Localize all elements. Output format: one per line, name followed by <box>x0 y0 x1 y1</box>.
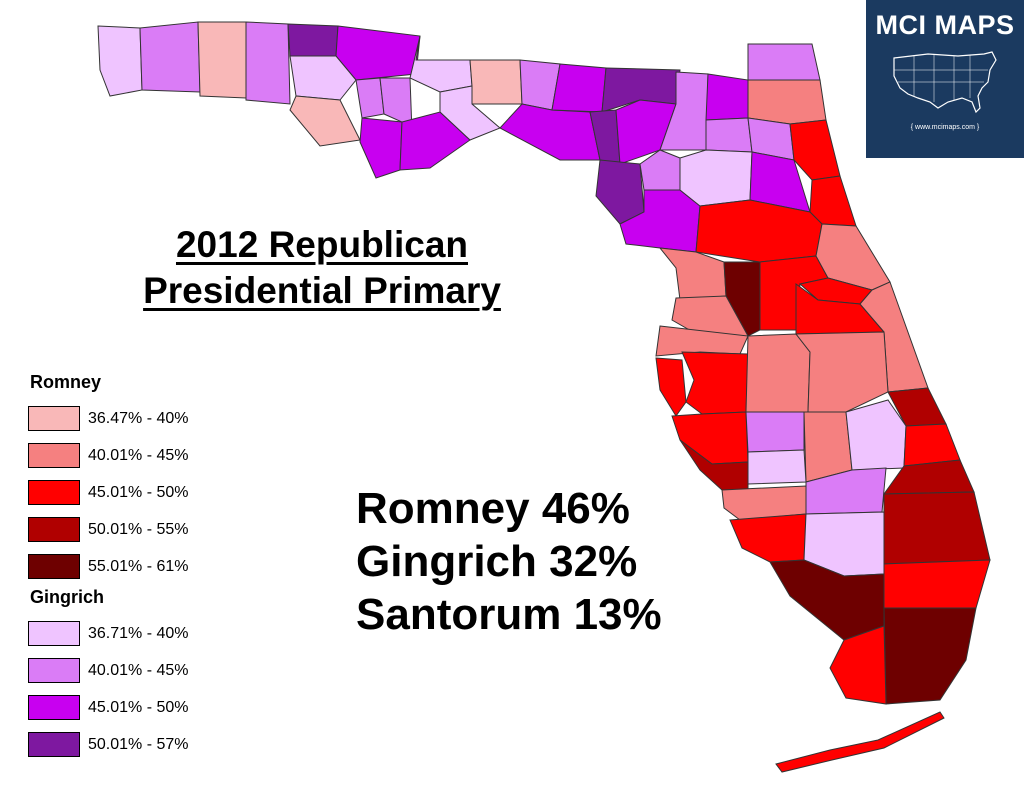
county-miami-dade <box>883 607 977 705</box>
county-polk <box>745 333 811 413</box>
county-dixie <box>595 159 645 225</box>
county-gilchrist <box>639 149 681 191</box>
legend-label: 45.01% - 50% <box>88 698 189 716</box>
county-franklin <box>399 111 471 171</box>
county-union-bradford <box>705 117 753 153</box>
legend-item: 40.01% - 45% <box>28 437 189 474</box>
logo-url: { www.mcimaps.com } <box>910 124 980 131</box>
mci-maps-logo: MCI MAPS { www.mcimaps.com } <box>866 0 1024 158</box>
legend-swatch <box>28 517 80 542</box>
legend-label: 40.01% - 45% <box>88 661 189 679</box>
legend-swatch <box>28 658 80 683</box>
legend-swatch <box>28 443 80 468</box>
legend-label: 45.01% - 50% <box>88 483 189 501</box>
legend-item: 45.01% - 50% <box>28 474 189 511</box>
county-okaloosa <box>197 21 247 99</box>
county-escambia <box>97 25 143 97</box>
us-map-icon <box>893 51 997 114</box>
county-bay <box>289 95 361 147</box>
county-washington <box>289 55 357 101</box>
legend-item: 50.01% - 55% <box>28 511 189 548</box>
legend-title-romney: Romney <box>30 372 102 392</box>
county-gulf <box>359 117 403 179</box>
statewide-results: Romney 46% Gingrich 32% Santorum 13% <box>356 482 662 641</box>
county-desoto <box>747 449 807 485</box>
legend-item: 36.47% - 40% <box>28 400 189 437</box>
title-line-2: Presidential Primary <box>143 270 501 311</box>
county-monroe-mainland <box>829 625 887 705</box>
county-broward <box>883 559 991 609</box>
county-osceola <box>794 331 889 413</box>
county-baker <box>705 73 749 121</box>
county-manatee <box>671 411 749 465</box>
legend-label: 50.01% - 55% <box>88 520 189 538</box>
legend-item: 45.01% - 50% <box>28 689 189 726</box>
legend-item: 40.01% - 45% <box>28 652 189 689</box>
county-walton <box>245 21 291 105</box>
legend-item: 55.01% - 61% <box>28 548 189 585</box>
map-legend: Romney 36.47% - 40% 40.01% - 45% 45.01% … <box>28 372 189 763</box>
legend-swatch <box>28 695 80 720</box>
county-hardee <box>745 411 805 453</box>
legend-label: 36.47% - 40% <box>88 409 189 427</box>
legend-label: 55.01% - 61% <box>88 557 189 575</box>
legend-swatch <box>28 621 80 646</box>
legend-title-gingrich: Gingrich <box>30 587 105 607</box>
county-holmes <box>287 23 339 57</box>
county-jackson <box>335 25 421 81</box>
legend-label: 40.01% - 45% <box>88 446 189 464</box>
county-citrus <box>658 247 727 301</box>
county-taylor <box>499 103 601 161</box>
county-pinellas <box>655 357 687 417</box>
county-calhoun <box>355 77 385 119</box>
logo-title: MCI MAPS <box>875 10 1015 40</box>
result-romney: Romney 46% <box>356 484 630 533</box>
legend-item: 50.01% - 57% <box>28 726 189 763</box>
county-leon <box>469 59 523 105</box>
result-gingrich: Gingrich 32% <box>356 537 638 586</box>
county-santa-rosa <box>139 21 201 93</box>
county-palm-beach <box>883 491 991 565</box>
legend-swatch <box>28 732 80 757</box>
county-nassau <box>747 43 821 81</box>
county-sumter <box>723 261 761 337</box>
county-st-lucie <box>903 423 961 467</box>
result-santorum: Santorum 13% <box>356 590 662 639</box>
title-line-1: 2012 Republican <box>175 224 468 265</box>
county-monroe-keys <box>775 711 945 773</box>
legend-label: 50.01% - 57% <box>88 735 189 753</box>
county-lee <box>729 513 807 563</box>
county-hillsborough <box>681 351 749 415</box>
county-duval <box>747 79 827 125</box>
county-alachua <box>679 149 753 207</box>
legend-label: 36.71% - 40% <box>88 624 189 642</box>
legend-swatch <box>28 480 80 505</box>
legend-swatch <box>28 406 80 431</box>
legend-swatch <box>28 554 80 579</box>
county-okeechobee <box>845 399 907 471</box>
legend-item: 36.71% - 40% <box>28 615 189 652</box>
county-madison <box>551 63 607 113</box>
map-title: 2012 Republican Presidential Primary <box>96 222 548 314</box>
